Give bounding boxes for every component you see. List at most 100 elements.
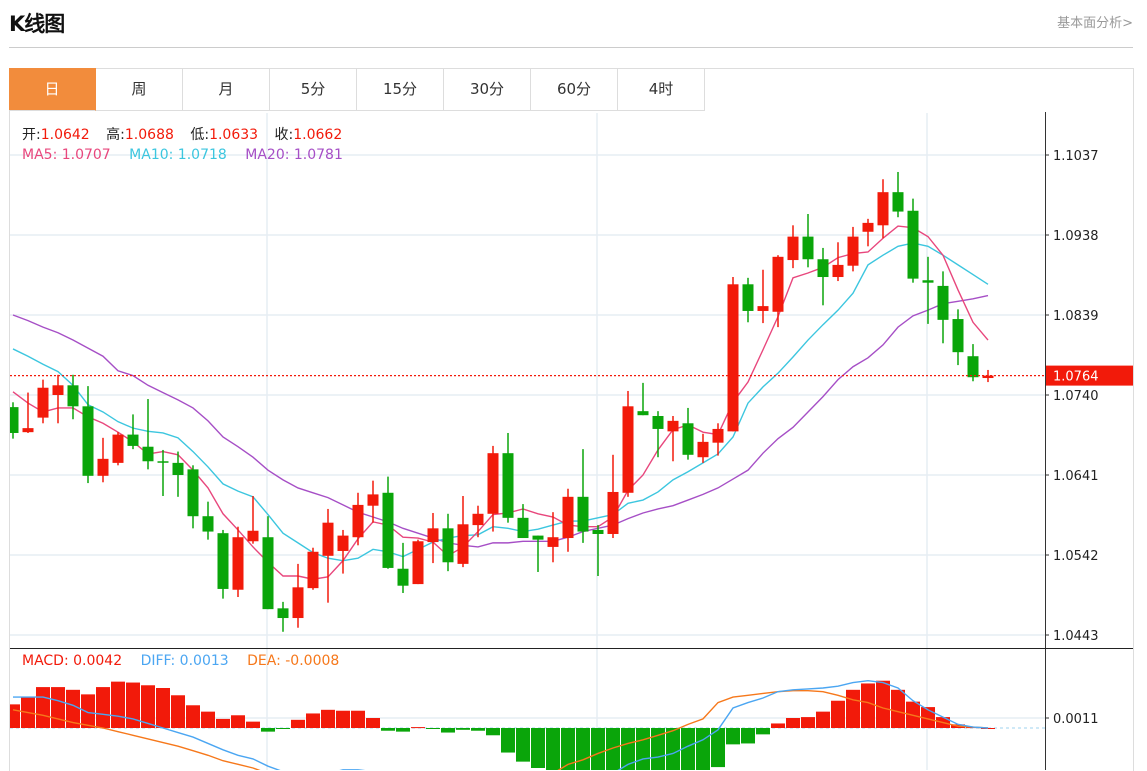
- candle: [742, 277, 754, 323]
- candle-body: [82, 406, 94, 476]
- candle-body: [22, 428, 34, 433]
- macd-bar: [471, 728, 485, 731]
- header-divider: [9, 47, 1133, 48]
- macd-bar: [591, 728, 605, 770]
- candle: [10, 402, 19, 439]
- tab-15min[interactable]: 15分: [357, 68, 444, 111]
- moving-averages: [12, 225, 989, 580]
- candle: [232, 526, 244, 598]
- candle-body: [292, 587, 304, 619]
- candle: [112, 432, 124, 466]
- fundamental-analysis-link[interactable]: 基本面分析>: [1057, 16, 1133, 31]
- low-label: 低:: [190, 127, 210, 143]
- macd-bar: [786, 718, 800, 728]
- macd-bar: [561, 728, 575, 770]
- candle: [397, 542, 409, 593]
- candle-body: [322, 522, 334, 556]
- candle: [757, 269, 769, 324]
- candle: [277, 601, 289, 632]
- macd-bar: [441, 728, 455, 733]
- candle-body: [112, 434, 124, 463]
- candle-body: [877, 192, 889, 226]
- candle: [352, 492, 364, 546]
- candle-body: [37, 387, 49, 418]
- tab-60min[interactable]: 60分: [531, 68, 618, 111]
- candle: [22, 392, 34, 433]
- macd-bar: [831, 700, 845, 728]
- macd-bar: [546, 728, 560, 770]
- candle: [937, 271, 949, 344]
- diff-value: DIFF: 0.0013: [140, 653, 229, 669]
- candle-body: [907, 210, 919, 279]
- candle: [577, 449, 589, 543]
- candle-body: [982, 375, 994, 379]
- macd-bar: [111, 681, 125, 728]
- candle: [337, 529, 349, 574]
- macd-bar: [96, 687, 110, 728]
- macd-bar: [396, 728, 410, 732]
- tab-week[interactable]: 周: [96, 68, 183, 111]
- candle: [532, 535, 544, 572]
- candle-body: [352, 504, 364, 538]
- tab-day[interactable]: 日: [9, 68, 96, 111]
- macd-bar: [291, 719, 305, 728]
- candle: [202, 501, 214, 540]
- tab-5min[interactable]: 5分: [270, 68, 357, 111]
- tab-month[interactable]: 月: [183, 68, 270, 111]
- candle-body: [337, 535, 349, 551]
- dea-value: DEA: -0.0008: [247, 653, 340, 669]
- grid: [10, 113, 1045, 770]
- candle-body: [952, 319, 964, 353]
- candle: [802, 213, 814, 268]
- ma20-line: [12, 294, 989, 548]
- candle-body: [832, 264, 844, 278]
- macd-bar: [801, 717, 815, 728]
- candle-body: [457, 524, 469, 564]
- macd-bar: [816, 711, 830, 728]
- candle-body: [142, 446, 154, 462]
- macd-bar: [456, 728, 470, 730]
- y-tick-label: 1.0542: [1053, 549, 1099, 564]
- tab-4hour[interactable]: 4时: [618, 68, 705, 111]
- macd-bar: [186, 705, 200, 728]
- candle-body: [862, 222, 874, 232]
- candle: [682, 407, 694, 460]
- close-label: 收:: [274, 127, 294, 143]
- candle: [307, 547, 319, 590]
- candle-body: [202, 516, 214, 532]
- ma10-legend: MA10: 1.0718: [129, 147, 227, 163]
- candle: [832, 242, 844, 282]
- y-tick-label: 1.0443: [1053, 629, 1099, 644]
- macd-bar: [351, 710, 365, 728]
- candle-body: [772, 256, 784, 312]
- high-label: 高:: [106, 127, 125, 143]
- candle-body: [127, 434, 139, 446]
- candle-body: [442, 528, 454, 563]
- tab-30min[interactable]: 30分: [444, 68, 531, 111]
- macd-bar: [366, 718, 380, 728]
- candle: [892, 171, 904, 218]
- macd-bar: [261, 728, 275, 732]
- macd-bar: [201, 711, 215, 728]
- macd-bar: [636, 728, 650, 770]
- candle-body: [412, 541, 424, 585]
- candle-body: [967, 356, 979, 378]
- ohlc-legend: 开:1.0642 高:1.0688 低:1.0633 收:1.0662: [22, 124, 354, 144]
- candle: [667, 416, 679, 462]
- candle: [502, 432, 514, 523]
- macd-bar: [651, 728, 665, 770]
- macd-bar: [741, 728, 755, 744]
- macd-bar: [666, 728, 680, 770]
- candle: [607, 454, 619, 539]
- macd-bar: [516, 728, 530, 762]
- candle-body: [727, 284, 739, 432]
- candle: [952, 309, 964, 366]
- candle: [142, 399, 154, 470]
- macd-bar: [336, 710, 350, 728]
- macd-bar: [141, 685, 155, 728]
- candle-body: [712, 428, 724, 443]
- macd-bar: [771, 723, 785, 728]
- candle: [712, 423, 724, 456]
- ma5-legend: MA5: 1.0707: [22, 147, 111, 163]
